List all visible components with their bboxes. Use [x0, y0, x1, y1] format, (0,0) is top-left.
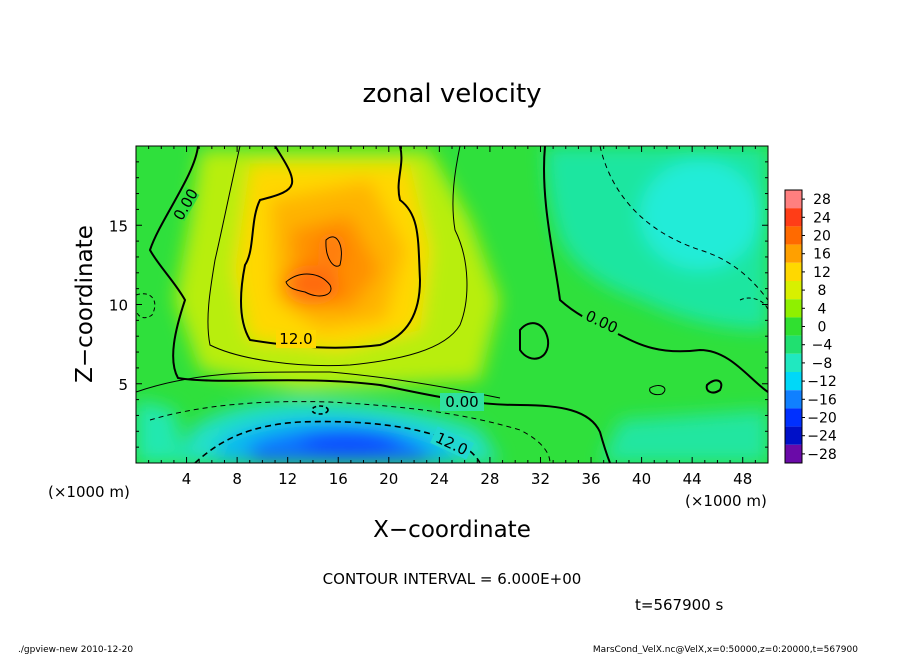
x-tick-label: 36 [581, 470, 600, 488]
colorbar-label: −24 [807, 429, 837, 445]
colorbar-swatch [785, 444, 802, 463]
colorbar-swatch [785, 317, 802, 336]
x-tick-label: 12 [278, 470, 297, 488]
colorbar-swatch [785, 408, 802, 427]
x-tick-label: 44 [683, 470, 702, 488]
colorbar-swatch [785, 372, 802, 391]
colorbar-swatch [785, 299, 802, 318]
colorbar-swatch [785, 426, 802, 445]
y-tick-label: 15 [109, 217, 128, 235]
colorbar-label: 28 [813, 192, 831, 208]
plot-area: 0.00 12.0 0.00 12.0 0.00 [135, 145, 769, 464]
colorbar-label: −16 [807, 392, 837, 408]
colorbar-swatch [785, 281, 802, 300]
colorbar-label: 8 [818, 283, 827, 299]
colorbar-label: 24 [813, 210, 831, 226]
colorbar-label: 20 [813, 229, 831, 245]
colorbar-swatch [785, 353, 802, 372]
colorbar-swatch [785, 262, 802, 281]
contour-twelve-upper [240, 146, 422, 349]
contour-twelve-lower [194, 420, 481, 463]
colorbar-label: −28 [807, 447, 837, 463]
colorbar-label: −20 [807, 411, 837, 427]
x-tick-label: 48 [733, 470, 752, 488]
colorbar-swatch [785, 190, 802, 209]
footer-right: MarsCond_VelX.nc@VelX,x=0:50000,z=0:2000… [593, 645, 858, 654]
colorbar-swatch [785, 335, 802, 354]
colorbar-swatch [785, 244, 802, 263]
colorbar-swatch [785, 226, 802, 245]
contour-zero-right [543, 146, 768, 393]
contour-label: 12.0 [279, 330, 312, 348]
x-tick-label: 20 [379, 470, 398, 488]
colorbar-label: 16 [813, 247, 831, 263]
x-tick-label: 24 [430, 470, 449, 488]
y-tick-label: 5 [118, 376, 128, 394]
colorbar-label: −8 [812, 356, 833, 372]
x-unit-right: (×1000 m) [685, 492, 767, 510]
x-tick-label: 8 [232, 470, 242, 488]
x-tick-label: 32 [531, 470, 550, 488]
colorbar-label: 4 [818, 301, 827, 317]
contour-zero-upper [148, 146, 611, 463]
colorbar-label: −4 [812, 338, 833, 354]
colorbar-label: 12 [813, 265, 831, 281]
time-label: t=567900 s [635, 596, 723, 614]
chart-title: zonal velocity [362, 79, 541, 109]
y-axis-title: Z−coordinate [72, 225, 98, 383]
x-tick-label: 40 [632, 470, 651, 488]
y-axis: 5 10 15 [109, 161, 768, 448]
colorbar-label: −12 [807, 374, 837, 390]
contour-interval: CONTOUR INTERVAL = 6.000E+00 [323, 570, 582, 588]
x-axis: 4 8 12 16 20 24 28 32 36 40 44 48 [148, 146, 756, 488]
footer-left: ./gpview-new 2010-12-20 [18, 645, 133, 654]
contour-label: 0.00 [445, 393, 478, 411]
x-tick-label: 4 [182, 470, 192, 488]
x-axis-title: X−coordinate [373, 517, 531, 543]
colorbar-swatch [785, 208, 802, 227]
y-tick-label: 10 [109, 297, 128, 315]
x-unit-left: (×1000 m) [48, 483, 130, 501]
colorbar-label: 0 [818, 320, 827, 336]
x-tick-label: 28 [480, 470, 499, 488]
x-tick-label: 16 [329, 470, 348, 488]
colorbar-swatch [785, 390, 802, 409]
colorbar: 28 24 20 16 12 8 4 0 −4 −8 −12 −16 −20 −24 −28 [784, 189, 837, 464]
